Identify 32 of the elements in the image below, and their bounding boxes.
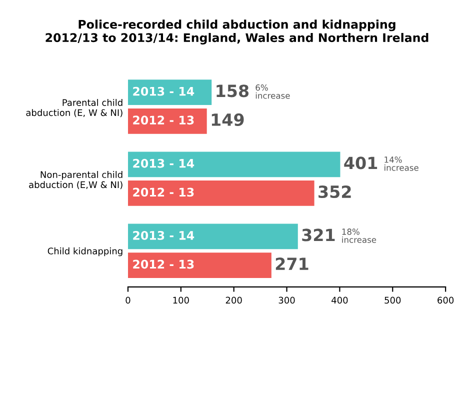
series-label: 2012 - 13 xyxy=(133,116,194,125)
text: 2012 - 13 xyxy=(133,188,194,197)
x-tick-label: 100 xyxy=(173,296,189,304)
data-label: 158 xyxy=(216,84,249,98)
annotation: 18% increase xyxy=(342,228,376,243)
data-label: 401 xyxy=(344,156,378,170)
text: 2013 - 14 xyxy=(133,230,194,240)
bar xyxy=(128,224,298,250)
bar xyxy=(128,252,272,278)
text: 2013 - 14 xyxy=(133,158,194,168)
x-tick-label: 200 xyxy=(226,296,242,304)
x-tick-label: 500 xyxy=(384,296,401,304)
bar xyxy=(128,180,314,206)
data-label: 149 xyxy=(212,113,244,126)
x-tick-label: 600 xyxy=(438,296,454,304)
series-label: 2013 - 14 xyxy=(133,86,194,96)
x-tick-label: 300 xyxy=(278,296,295,304)
bar xyxy=(128,80,212,106)
data-label: 321 xyxy=(302,228,335,242)
text: 2012 - 13 xyxy=(133,260,194,269)
bar xyxy=(128,108,207,134)
x-tick-label: 400 xyxy=(332,296,348,304)
data-label: 352 xyxy=(318,185,351,198)
chart-title: Police-recorded child abduction and kidnapping 2012/13 to 2013/14: England, Wales and Northern Ireland xyxy=(46,20,428,44)
y-tick-label: Parental child abduction (E, W & NI) xyxy=(26,98,122,118)
y-tick-label: Non-parental child abduction (E,W & NI) xyxy=(29,171,122,190)
annotation: 14% increase xyxy=(384,156,418,171)
bar xyxy=(128,152,340,178)
x-tick-label: 0 xyxy=(126,296,130,304)
y-tick-label: Child kidnapping xyxy=(48,247,122,256)
annotation: 6% increase xyxy=(256,84,290,99)
data-label: 271 xyxy=(276,258,308,270)
